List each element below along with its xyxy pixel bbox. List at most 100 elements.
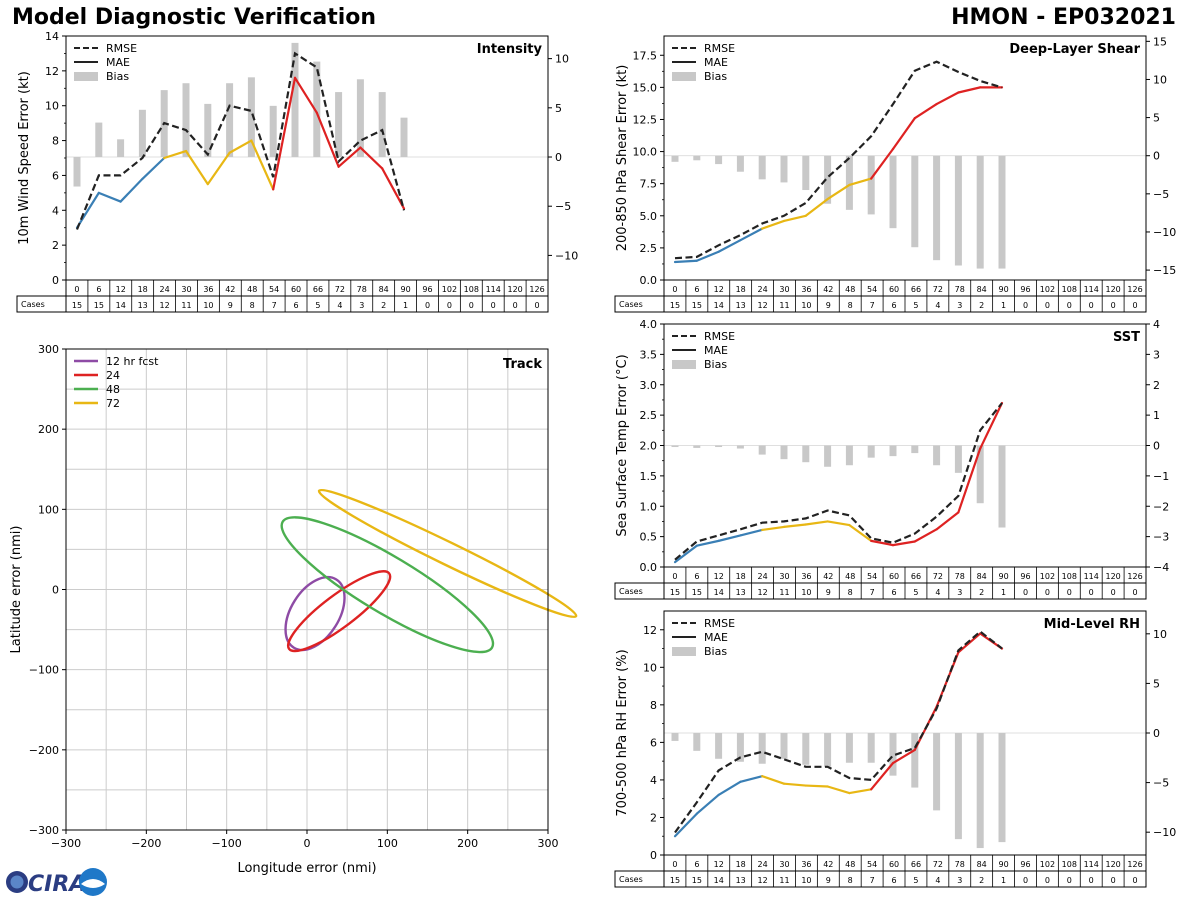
sst-bias-bar: [715, 445, 723, 448]
intensity-case-count: 8: [250, 301, 255, 310]
sst-bias-bar: [693, 445, 701, 448]
shear-lead-time-label: 6: [694, 285, 699, 294]
midrh-panel-title: Mid-Level RH: [1044, 617, 1140, 632]
track-x-tick-label: −200: [131, 837, 161, 850]
intensity-bias-bar: [291, 42, 299, 158]
intensity-case-count: 6: [293, 301, 298, 310]
intensity-bias-bar: [378, 92, 386, 158]
shear-y-tick-label: 10.0: [633, 146, 658, 159]
sst-case-count: 4: [935, 588, 940, 597]
intensity-bias-bar: [73, 157, 81, 187]
shear-mae-segment: [891, 117, 916, 151]
sst-cases-label: Cases: [619, 587, 643, 596]
intensity-mae-segment: [119, 177, 144, 203]
sst-lead-time-label: 66: [911, 572, 921, 581]
shear-mae-segment: [673, 259, 698, 264]
sst-y-tick-label: 2.0: [640, 440, 658, 453]
track-ellipse-48: [280, 516, 495, 654]
sst-lead-time-label: 84: [977, 572, 987, 581]
shear-lead-time-label: 42: [823, 285, 833, 294]
intensity-lead-time-label: 30: [181, 285, 191, 294]
sst-case-count: 3: [957, 588, 962, 597]
midrh-legend-bias-label: Bias: [704, 645, 727, 658]
midrh-bias-bar: [758, 733, 766, 764]
sst-case-count: 0: [1045, 588, 1050, 597]
midrh-case-count: 15: [670, 876, 680, 885]
shear-y-tick-label: 15.0: [633, 81, 658, 94]
intensity-lead-time-label: 24: [159, 285, 169, 294]
intensity-lead-time-label: 96: [422, 285, 432, 294]
intensity-mae-segment: [250, 139, 275, 191]
midrh-bias-bar: [736, 733, 744, 762]
sst-mae-segment: [695, 539, 720, 547]
shear-bias-bar: [715, 155, 723, 165]
intensity-lead-time-label: 90: [400, 285, 410, 294]
intensity-mae-segment: [381, 167, 406, 210]
intensity-mae-segment: [337, 146, 362, 168]
shear-bias-bar: [933, 155, 941, 261]
intensity-lead-time-label: 12: [116, 285, 126, 294]
intensity-y-tick-label: 2: [52, 239, 59, 252]
midrh-legend-mae-label: MAE: [704, 631, 728, 644]
shear-lead-time-label: 96: [1020, 285, 1030, 294]
sst-legend-bias-swatch: [672, 360, 696, 369]
midrh-y2-tick-label: 10: [1153, 628, 1167, 641]
shear-bias-bar: [867, 155, 875, 215]
intensity-case-count: 13: [138, 301, 148, 310]
sst-lead-time-label: 0: [672, 572, 677, 581]
track-x-tick-label: 0: [304, 837, 311, 850]
intensity-case-count: 10: [203, 301, 213, 310]
sst-case-count: 10: [801, 588, 811, 597]
intensity-case-count: 14: [116, 301, 126, 310]
shear-lead-time-label: 36: [801, 285, 811, 294]
midrh-lead-time-label: 126: [1127, 860, 1142, 869]
sst-case-count: 14: [714, 588, 724, 597]
shear-case-count: 0: [1132, 301, 1137, 310]
track-x-tick-label: 300: [538, 837, 559, 850]
intensity-case-count: 4: [337, 301, 342, 310]
midrh-lead-time-label: 60: [889, 860, 899, 869]
shear-y2-tick-label: −15: [1153, 264, 1176, 277]
track-ellipse-72: [317, 488, 578, 619]
midrh-y-tick-label: 6: [650, 736, 657, 749]
sst-case-count: 12: [757, 588, 767, 597]
midrh-mae-segment: [826, 785, 851, 795]
intensity-y-axis-label: 10m Wind Speed Error (kt): [17, 71, 32, 245]
sst-case-count: 7: [870, 588, 875, 597]
shear-y2-tick-label: 10: [1153, 73, 1167, 86]
shear-lead-time-label: 0: [672, 285, 677, 294]
shear-legend-mae-label: MAE: [704, 56, 728, 69]
intensity-bias-bar: [269, 105, 277, 158]
sst-panel-title: SST: [1113, 330, 1140, 345]
shear-bias-bar: [954, 155, 962, 266]
shear-bias-bar: [671, 155, 679, 162]
page-title: Model Diagnostic Verification: [12, 5, 377, 30]
midrh-cases-label: Cases: [619, 875, 643, 884]
midrh-bias-bar: [889, 733, 897, 776]
intensity-bias-bar: [226, 83, 234, 158]
track-y-axis-label: Latitude error (nmi): [9, 526, 24, 654]
intensity-case-count: 15: [72, 301, 82, 310]
shear-rmse-line: [674, 60, 1003, 260]
shear-mae-segment: [870, 147, 895, 180]
sst-lead-time-label: 96: [1020, 572, 1030, 581]
sst-bias-bar: [954, 445, 962, 473]
intensity-y2-tick-label: 10: [555, 53, 569, 66]
midrh-lead-time-label: 24: [757, 860, 767, 869]
sst-case-count: 0: [1111, 588, 1116, 597]
sst-case-count: 5: [913, 588, 918, 597]
shear-lead-time-label: 48: [845, 285, 855, 294]
sst-y2-tick-label: 0: [1153, 440, 1160, 453]
sst-y2-tick-label: 2: [1153, 379, 1160, 392]
midrh-mae-segment: [695, 793, 720, 815]
midrh-lead-time-label: 114: [1084, 860, 1099, 869]
track-y-tick-label: 100: [38, 503, 59, 516]
midrh-case-count: 0: [1111, 876, 1116, 885]
intensity-bias-bar: [247, 77, 255, 158]
midrh-bias-bar: [845, 733, 853, 763]
sst-y2-tick-label: −2: [1153, 500, 1169, 513]
intensity-case-count: 11: [181, 301, 191, 310]
midrh-lead-time-label: 78: [955, 860, 965, 869]
intensity-case-count: 1: [403, 301, 408, 310]
sst-lead-time-label: 78: [955, 572, 965, 581]
